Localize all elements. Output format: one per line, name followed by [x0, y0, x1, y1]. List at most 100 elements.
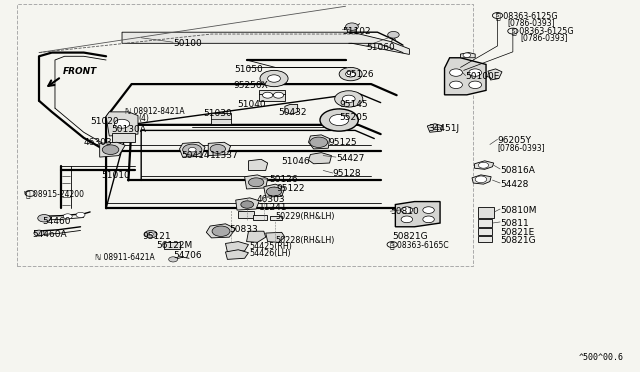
Circle shape	[346, 71, 356, 77]
Polygon shape	[225, 241, 248, 252]
Circle shape	[423, 207, 435, 214]
Circle shape	[342, 95, 355, 103]
Text: 50821G: 50821G	[392, 231, 428, 241]
Text: 56122M: 56122M	[156, 241, 192, 250]
Polygon shape	[285, 105, 298, 115]
Text: 51050: 51050	[234, 65, 262, 74]
Text: 50228(RH&LH): 50228(RH&LH)	[275, 236, 335, 246]
Polygon shape	[472, 175, 491, 184]
Text: Ⓢ 08363-6125G: Ⓢ 08363-6125G	[495, 11, 557, 20]
Text: 11337: 11337	[210, 151, 239, 160]
Polygon shape	[488, 69, 502, 80]
Text: 54460: 54460	[42, 218, 70, 227]
Text: 95250X: 95250X	[234, 81, 269, 90]
Text: 50816A: 50816A	[500, 166, 535, 174]
Polygon shape	[179, 142, 205, 157]
Text: Ⓢ 08363-6125G: Ⓢ 08363-6125G	[511, 26, 573, 36]
Circle shape	[169, 257, 177, 262]
Circle shape	[260, 70, 288, 87]
Circle shape	[339, 67, 362, 81]
Text: V: V	[24, 191, 28, 196]
Text: 54425(RH): 54425(RH)	[250, 241, 292, 250]
Text: 96205Y: 96205Y	[497, 136, 532, 145]
Text: FRONT: FRONT	[63, 67, 97, 76]
Polygon shape	[428, 124, 443, 132]
Polygon shape	[122, 32, 410, 54]
Bar	[326, 115, 352, 125]
Circle shape	[475, 176, 486, 183]
Text: 54460A: 54460A	[33, 230, 67, 239]
Bar	[113, 134, 135, 141]
Circle shape	[310, 137, 328, 147]
Text: 95128: 95128	[333, 169, 362, 177]
Circle shape	[63, 214, 72, 219]
Text: 50833: 50833	[229, 225, 258, 234]
Polygon shape	[100, 142, 125, 157]
Circle shape	[401, 216, 413, 223]
Text: 54427: 54427	[336, 154, 364, 163]
Text: 51020: 51020	[90, 117, 119, 126]
Circle shape	[268, 75, 280, 82]
Text: 51010: 51010	[102, 171, 131, 180]
Text: 51102: 51102	[342, 26, 371, 36]
Circle shape	[346, 23, 358, 31]
Circle shape	[320, 109, 358, 131]
Polygon shape	[236, 198, 259, 210]
Polygon shape	[106, 112, 138, 136]
Bar	[478, 207, 494, 218]
Bar	[259, 90, 285, 101]
Text: 11241: 11241	[259, 203, 288, 212]
Circle shape	[148, 233, 154, 235]
Polygon shape	[308, 135, 330, 149]
Text: 54428: 54428	[500, 180, 529, 189]
Text: 50821E: 50821E	[500, 228, 534, 237]
Circle shape	[115, 119, 130, 128]
Circle shape	[330, 115, 349, 126]
Text: 95122: 95122	[276, 185, 305, 193]
Polygon shape	[474, 161, 493, 169]
Polygon shape	[264, 184, 285, 197]
Bar	[478, 219, 492, 227]
Text: [0786-0393]: [0786-0393]	[497, 143, 545, 152]
Text: 95145: 95145	[339, 100, 368, 109]
Text: 50414: 50414	[180, 151, 209, 160]
Circle shape	[423, 216, 435, 223]
Text: 50821G: 50821G	[500, 236, 536, 246]
Circle shape	[102, 145, 119, 154]
Text: 50126: 50126	[269, 175, 298, 184]
Text: ℕ 08912-8421A: ℕ 08912-8421A	[125, 108, 185, 116]
Polygon shape	[445, 58, 486, 95]
Circle shape	[34, 230, 44, 236]
Text: 50811: 50811	[500, 219, 529, 228]
Circle shape	[241, 201, 253, 208]
Text: 95126: 95126	[346, 70, 374, 79]
Polygon shape	[208, 142, 230, 155]
Text: Ⓢ 08363-6165C: Ⓢ 08363-6165C	[390, 241, 449, 250]
Circle shape	[266, 187, 282, 196]
Circle shape	[145, 231, 157, 238]
Text: ^500^00.6: ^500^00.6	[579, 353, 623, 362]
Polygon shape	[248, 159, 268, 170]
Text: (4): (4)	[138, 114, 149, 123]
Circle shape	[212, 226, 230, 236]
Text: 50100E: 50100E	[466, 72, 500, 81]
Text: 51030: 51030	[204, 109, 232, 118]
Text: 50810M: 50810M	[500, 206, 536, 215]
Circle shape	[450, 69, 463, 76]
Circle shape	[401, 207, 413, 214]
Text: [0786-0393]: [0786-0393]	[507, 18, 555, 27]
Circle shape	[182, 144, 202, 155]
Text: 50432: 50432	[278, 108, 307, 117]
Text: 50100: 50100	[173, 39, 202, 48]
Text: ℕ 08911-6421A: ℕ 08911-6421A	[95, 253, 155, 262]
Text: S: S	[390, 242, 394, 247]
Circle shape	[478, 162, 488, 168]
Text: 54706: 54706	[173, 251, 202, 260]
Bar	[270, 217, 282, 220]
Text: S: S	[511, 29, 515, 33]
Circle shape	[468, 81, 481, 89]
Text: [0786-0393]: [0786-0393]	[520, 33, 568, 42]
Polygon shape	[266, 232, 285, 242]
Circle shape	[188, 147, 196, 152]
Text: 51060: 51060	[367, 42, 396, 51]
